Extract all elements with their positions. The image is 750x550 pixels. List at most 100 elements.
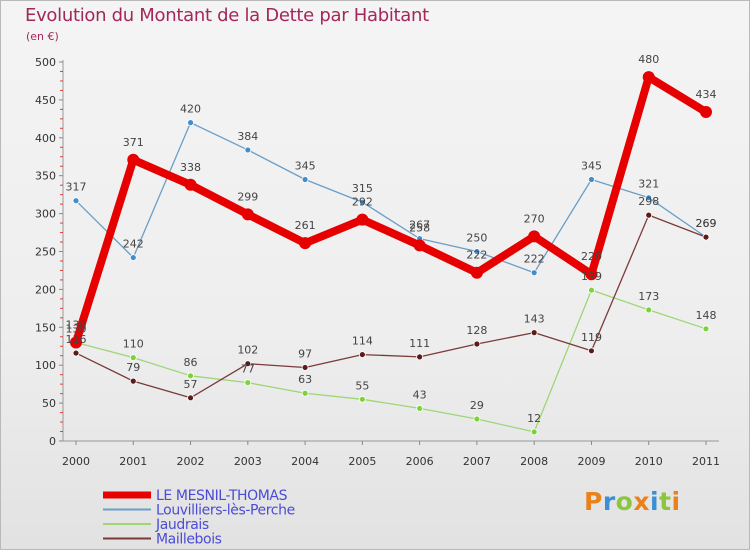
data-point — [702, 325, 710, 333]
data-label: 111 — [409, 337, 430, 350]
y-tick-label: 300 — [35, 208, 56, 221]
data-point — [530, 269, 538, 277]
data-label: 29 — [470, 399, 484, 412]
logo-letter: i — [671, 487, 681, 516]
data-point — [588, 286, 595, 294]
logo-letter: o — [615, 487, 634, 516]
y-tick-label: 200 — [35, 283, 56, 296]
x-tick-label: 2008 — [520, 455, 548, 468]
x-tick-label: 2010 — [635, 455, 663, 468]
data-label: 261 — [295, 219, 316, 232]
data-label: 220 — [581, 250, 602, 263]
data-label: 130 — [66, 322, 87, 335]
data-label: 270 — [524, 212, 545, 225]
data-point — [299, 237, 312, 250]
data-point — [301, 364, 309, 371]
series-line — [75, 214, 707, 399]
data-label: 57 — [184, 378, 198, 391]
y-tick-label: 0 — [49, 435, 56, 448]
data-label: 102 — [237, 344, 258, 357]
x-tick-label: 2000 — [62, 455, 90, 468]
data-label: 371 — [123, 136, 144, 149]
data-label: 143 — [524, 313, 545, 326]
y-tick-label: 350 — [35, 170, 56, 183]
data-label: 77 — [241, 363, 255, 376]
data-label: 114 — [352, 335, 373, 348]
data-label: 55 — [355, 379, 369, 392]
data-label: 299 — [237, 190, 258, 203]
logo-letter: P — [584, 487, 603, 516]
data-point — [645, 306, 653, 314]
data-point — [244, 146, 252, 154]
data-point — [241, 208, 254, 221]
logo-letter: i — [650, 487, 660, 516]
data-label: 79 — [126, 361, 140, 374]
y-tick-label: 500 — [35, 56, 56, 69]
data-point — [645, 194, 653, 202]
data-point — [187, 394, 194, 402]
chart-subtitle: (en €) — [26, 30, 59, 43]
x-tick-label: 2011 — [692, 455, 720, 468]
data-label: 222 — [466, 249, 487, 262]
data-label: 242 — [123, 238, 144, 251]
y-tick-label: 100 — [35, 359, 56, 372]
data-point — [301, 389, 309, 397]
data-point — [187, 372, 194, 380]
data-label: 384 — [237, 130, 258, 143]
data-label: 317 — [66, 181, 87, 194]
data-label: 148 — [696, 309, 717, 322]
data-label: 173 — [638, 290, 659, 303]
data-point — [358, 351, 366, 358]
data-point — [129, 354, 137, 362]
data-label: 97 — [298, 347, 312, 360]
data-label: 292 — [352, 196, 373, 209]
data-point — [301, 176, 309, 183]
data-point — [72, 349, 80, 357]
y-tick-label: 150 — [35, 321, 56, 334]
data-point — [645, 211, 653, 219]
y-tick-label: 250 — [35, 246, 56, 259]
data-label: 258 — [409, 221, 430, 234]
proxiti-logo: Proxiti — [584, 487, 681, 516]
data-label: 12 — [527, 412, 541, 425]
data-point — [129, 254, 137, 261]
data-point — [530, 329, 538, 337]
data-label: 86 — [184, 356, 198, 369]
legend: LE MESNIL-THOMASLouvilliers-lès-PercheJa… — [103, 488, 295, 548]
series-layer — [70, 71, 712, 436]
series-line — [72, 73, 710, 347]
data-point — [70, 336, 82, 349]
y-tick-label: 400 — [35, 132, 56, 145]
data-label: 63 — [298, 373, 312, 386]
data-label: 116 — [66, 333, 87, 346]
data-point — [528, 230, 541, 243]
data-point — [416, 405, 424, 412]
series-line — [75, 121, 707, 274]
data-label: 130 — [66, 318, 87, 331]
data-point — [473, 340, 481, 348]
data-label: 199 — [581, 270, 602, 283]
legend-label: LE MESNIL-THOMAS — [156, 488, 288, 504]
data-label: 119 — [581, 331, 602, 344]
data-point — [588, 347, 595, 355]
chart-axes: 0 50 100 150 200 250 300 350 400 450 500 2000 2001 20… — [35, 56, 720, 468]
data-point — [127, 153, 140, 166]
data-point — [470, 266, 483, 279]
data-label: 434 — [696, 88, 717, 101]
data-point — [416, 353, 424, 361]
data-label: 43 — [413, 388, 427, 401]
logo-letter: t — [659, 487, 672, 516]
data-point — [473, 248, 481, 255]
data-point — [244, 379, 252, 387]
data-point — [702, 233, 710, 241]
data-point — [356, 213, 369, 226]
y-tick-label: 450 — [35, 94, 56, 107]
x-tick-label: 2002 — [177, 455, 205, 468]
data-label: 269 — [696, 217, 717, 230]
x-tick-label: 2005 — [348, 455, 376, 468]
x-tick-label: 2001 — [119, 455, 147, 468]
data-label: 128 — [466, 324, 487, 337]
data-point — [129, 377, 137, 385]
